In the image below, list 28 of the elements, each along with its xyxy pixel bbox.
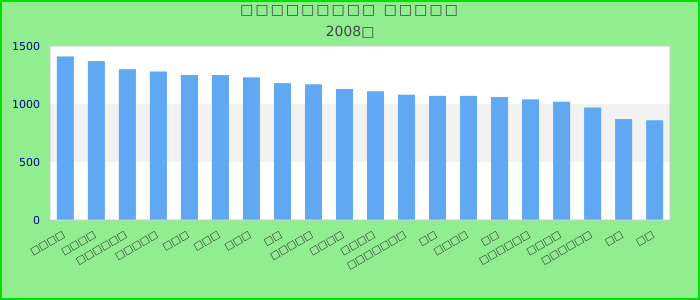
bar [88,61,105,220]
y-tick-label: 1000 [12,98,40,111]
x-tick-label: □□ [634,229,656,248]
bar [180,75,198,220]
bar [366,91,384,220]
bar [615,119,632,220]
x-tick-label: □□ [603,229,626,248]
y-tick-label: 500 [19,156,40,169]
chart-subtitle: 2008□ [326,24,374,40]
bar [274,83,291,220]
bar [150,72,167,220]
bar [646,120,664,220]
chart-title: □□□□□□□□□ □□□□□ [240,2,460,18]
bar [242,77,260,220]
y-tick-label: 1500 [12,40,40,53]
bar [398,94,416,220]
bar [460,96,478,220]
bar [491,97,508,220]
y-tick-label: 0 [33,214,40,227]
bar [118,69,136,220]
bar [212,75,229,220]
bar [522,99,540,220]
bar [56,56,74,220]
bar [304,84,322,220]
bar [429,96,446,220]
bar [336,88,354,220]
bar [553,102,570,220]
bar [584,107,602,220]
